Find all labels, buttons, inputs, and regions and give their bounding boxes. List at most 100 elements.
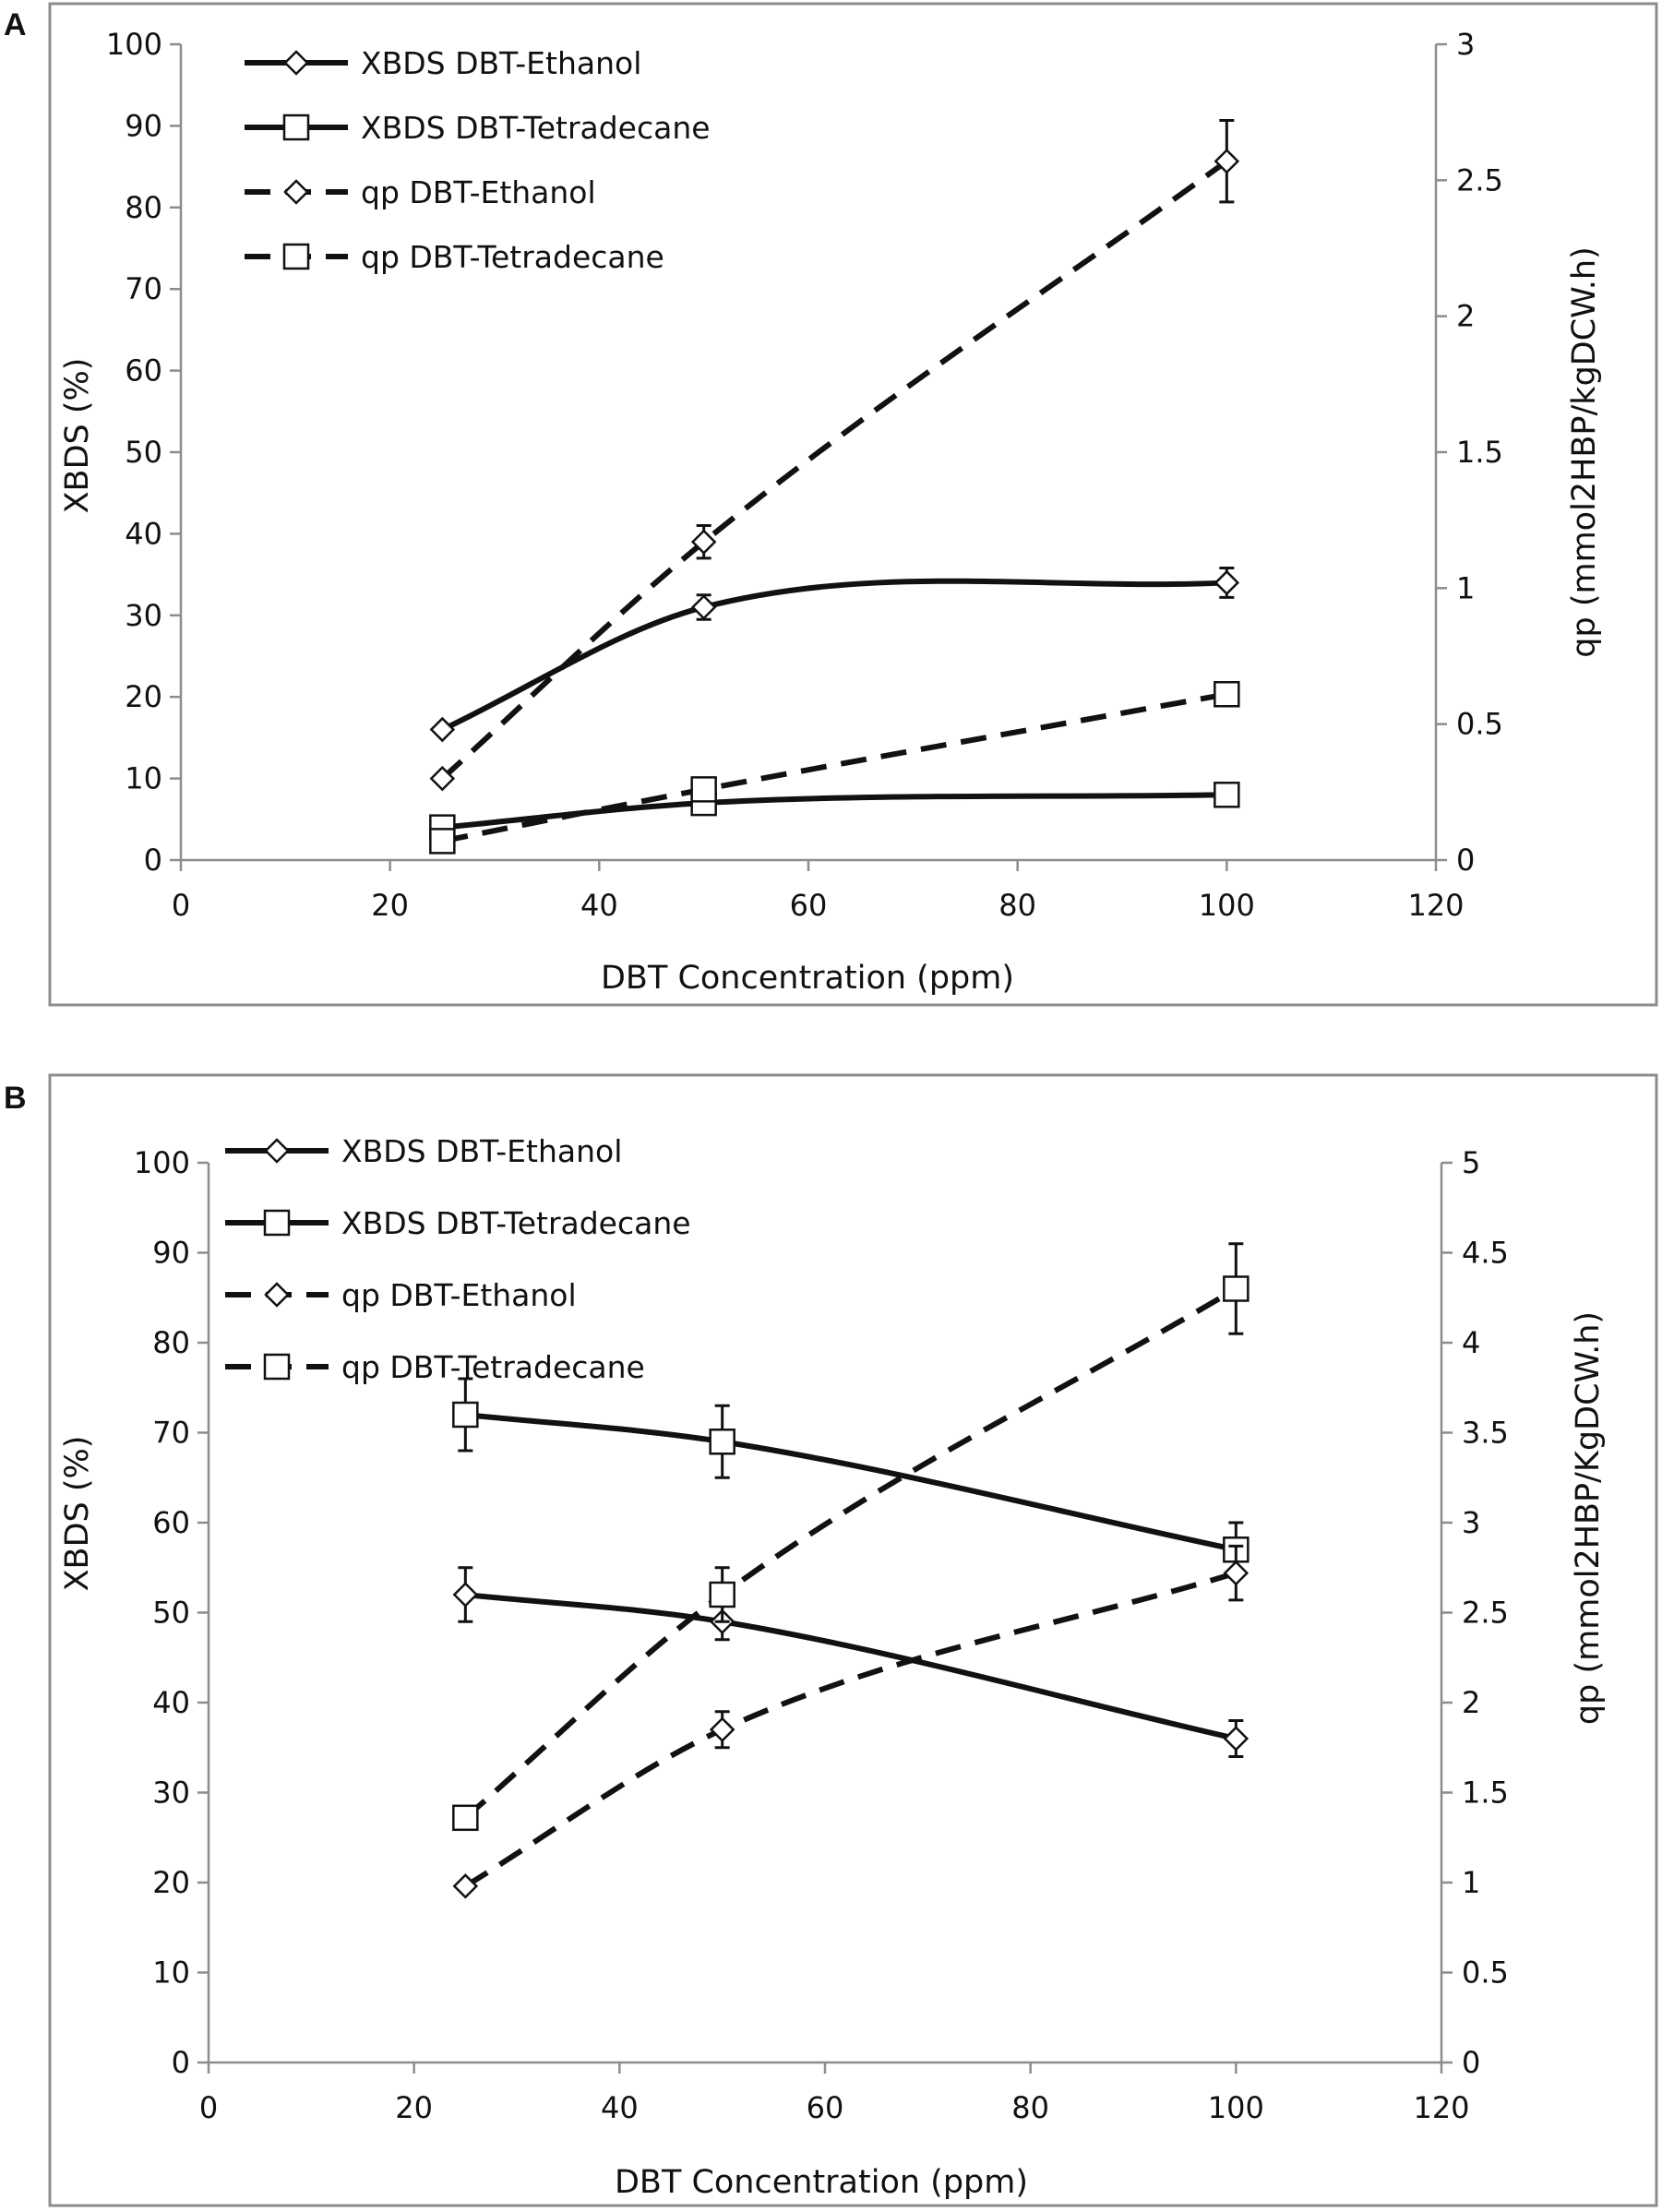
panel-a-x-tick-label: 20	[371, 888, 409, 923]
panel-b-right-tick-label: 2	[1462, 1685, 1480, 1720]
panel-a-series-xbds-dbt-ethanol-line	[441, 578, 1227, 733]
panel-b-series-qp-dbt-ethanol-point	[1223, 1560, 1249, 1586]
panel-b-legend-label: qp DBT-Tetradecane	[341, 1349, 645, 1385]
panel-a-legend-label: qp DBT-Ethanol	[361, 174, 596, 210]
panel-a-legend-item: XBDS DBT-Ethanol	[245, 45, 641, 81]
panel-a-right-tick-label: 2	[1456, 299, 1475, 334]
panel-a-legend-marker	[282, 114, 310, 141]
panel-a-x-tick-label: 40	[580, 888, 618, 923]
panel-a-series-xbds-dbt-tetradecane-line	[442, 792, 1227, 831]
panel-a-x-tick-label: 80	[998, 888, 1036, 923]
panel-b-right-axis-title: qp (mmol2HBP/KgDCW.h)	[1570, 1311, 1607, 1725]
panel-b-series-xbds-dbt-ethanol-line	[465, 1592, 1237, 1741]
panel-b-x-tick-label: 80	[1011, 2090, 1049, 2125]
panel-b-right-tick-label: 1.5	[1462, 1776, 1509, 1811]
panel-b-legend-item: XBDS DBT-Ethanol	[225, 1133, 622, 1169]
panel-b-left-tick-label: 50	[152, 1596, 190, 1631]
panel-b-legend-marker	[263, 1353, 291, 1381]
panel-a-legend-marker	[283, 50, 309, 76]
panel-b-series-xbds-dbt-tetradecane-line	[465, 1412, 1237, 1553]
panel-a-series-qp-dbt-tetradecane-point	[1214, 681, 1240, 708]
panel-a-left-tick-label: 20	[125, 679, 162, 714]
panel-a-series-qp-dbt-tetradecane-point	[690, 776, 717, 803]
panel-b-right-tick-label: 0	[1462, 2045, 1480, 2080]
panel-b-left-tick-label: 40	[152, 1685, 190, 1720]
panel-b-right-tick-label: 5	[1462, 1145, 1480, 1180]
panel-a-right-axis-title: qp (mmol2HBP/kgDCW.h)	[1566, 246, 1603, 657]
panel-b-right-tick-label: 4.5	[1462, 1236, 1509, 1271]
panel-b-series-xbds-dbt-tetradecane-point	[709, 1429, 735, 1455]
panel-b-legend-item: qp DBT-Tetradecane	[225, 1349, 645, 1385]
panel-b-series-qp-dbt-tetradecane-point	[709, 1581, 735, 1608]
panel-a-left-tick-label: 60	[125, 353, 162, 389]
panel-b-legend-label: qp DBT-Ethanol	[341, 1277, 577, 1313]
panel-b-left-tick-label: 80	[152, 1325, 190, 1360]
panel-b: B 010203040506070809010000.511.522.533.5…	[4, 1073, 1658, 2207]
panel-b-frame	[48, 1073, 1658, 2207]
panel-b-left-axis-title: XBDS (%)	[59, 1436, 96, 1592]
panel-a-left-tick-label: 0	[144, 843, 162, 878]
panel-b-x-tick-label: 0	[199, 2090, 218, 2125]
panel-b-left-tick-label: 0	[172, 2045, 190, 2080]
panel-a-x-tick-label: 120	[1407, 888, 1464, 923]
panel-b-x-tick-label: 20	[395, 2090, 433, 2125]
panel-a-letter: A	[4, 7, 27, 42]
panel-a-legend-label: XBDS DBT-Ethanol	[361, 45, 641, 81]
panel-a-right-tick-label: 0.5	[1456, 707, 1503, 742]
panel-b-legend-item: qp DBT-Ethanol	[225, 1277, 577, 1313]
panel-b-x-axis-title: DBT Concentration (ppm)	[615, 2164, 1028, 2201]
panel-b-plot: 010203040506070809010000.511.522.533.544…	[134, 1133, 1509, 2125]
panel-b-series-qp-dbt-ethanol-point	[709, 1716, 735, 1743]
panel-b-legend-marker	[263, 1209, 291, 1237]
panel-a-x-axis-title: DBT Concentration (ppm)	[601, 960, 1014, 997]
panel-a-left-tick-label: 100	[106, 27, 162, 62]
panel-b-left-tick-label: 20	[152, 1865, 190, 1900]
panel-a-legend-marker	[282, 243, 310, 270]
panel-a-series-xbds-dbt-ethanol-point	[690, 594, 717, 620]
panel-a-right-tick-label: 2.5	[1456, 162, 1503, 197]
panel-b-x-tick-label: 100	[1208, 2090, 1264, 2125]
panel-b-series-qp-dbt-ethanol-line	[463, 1570, 1238, 1889]
panel-a-left-tick-label: 90	[125, 108, 162, 143]
panel-a-left-tick-label: 70	[125, 271, 162, 306]
panel-a-series-xbds-dbt-ethanol-point	[1214, 569, 1240, 596]
panel-b-legend-marker	[264, 1138, 290, 1164]
panel-b-left-tick-label: 60	[152, 1505, 190, 1540]
panel-a-legend-item: XBDS DBT-Tetradecane	[245, 110, 711, 146]
panel-a-series-qp-dbt-ethanol-point	[690, 529, 717, 556]
panel-a-series-qp-dbt-tetradecane-point	[429, 828, 456, 855]
panel-a-left-tick-label: 40	[125, 516, 162, 551]
panel-b-series-qp-dbt-tetradecane-point	[1223, 1275, 1249, 1302]
panel-b-series-xbds-dbt-tetradecane-point	[452, 1401, 479, 1429]
panel-b-x-tick-label: 120	[1413, 2090, 1469, 2125]
panel-a-legend-item: qp DBT-Ethanol	[245, 174, 596, 210]
panel-b-series-xbds-dbt-ethanol-point	[452, 1582, 479, 1608]
panel-a-x-tick-label: 100	[1199, 888, 1255, 923]
panel-a-right-tick-label: 0	[1456, 843, 1475, 878]
panel-b-legend-marker	[264, 1282, 290, 1308]
panel-b-right-tick-label: 0.5	[1462, 1955, 1509, 1991]
panel-a-series-xbds-dbt-ethanol-point	[429, 716, 456, 743]
panel-b-legend-label: XBDS DBT-Ethanol	[341, 1133, 622, 1169]
panel-a-series-qp-dbt-ethanol-line	[440, 159, 1229, 781]
panel-b-legend-label: XBDS DBT-Tetradecane	[341, 1205, 691, 1241]
panel-a-left-tick-label: 10	[125, 761, 162, 796]
panel-b-right-tick-label: 3	[1462, 1505, 1480, 1540]
panel-a-left-axis-title: XBDS (%)	[59, 358, 96, 514]
panel-b-series-xbds-dbt-ethanol-point	[1223, 1726, 1249, 1752]
panel-b-left-tick-label: 90	[152, 1236, 190, 1271]
panel-a-x-tick-label: 60	[790, 888, 828, 923]
panel-a-left-tick-label: 30	[125, 598, 162, 633]
panel-b-series-qp-dbt-tetradecane-point	[452, 1804, 479, 1832]
panel-a-left-tick-label: 80	[125, 190, 162, 225]
panel-a-legend-marker	[283, 179, 309, 205]
panel-b-x-tick-label: 60	[807, 2090, 844, 2125]
panel-a-series-xbds-dbt-tetradecane-point	[1214, 782, 1240, 808]
panel-b-left-tick-label: 10	[152, 1955, 190, 1991]
panel-b-right-tick-label: 4	[1462, 1325, 1480, 1360]
panel-a-left-tick-label: 50	[125, 435, 162, 470]
panel-a-right-tick-label: 3	[1456, 27, 1475, 62]
